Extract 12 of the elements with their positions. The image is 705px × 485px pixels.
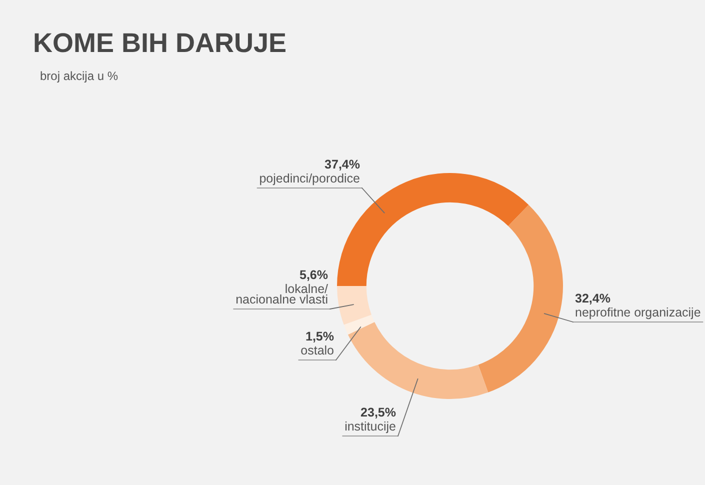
data-label: 5,6% xyxy=(300,268,328,282)
slice-label: neprofitne organizacije xyxy=(575,305,701,320)
data-label: 1,5% xyxy=(306,329,334,344)
data-label: 23,5% xyxy=(360,405,396,420)
slice-label: institucije xyxy=(344,419,396,434)
text: broj akcija u % xyxy=(40,68,118,84)
slice-label: pojedinci/porodice xyxy=(259,171,360,186)
data-label: 32,4% xyxy=(575,291,610,306)
data-label: 37,4% xyxy=(324,157,360,172)
chart-title: KOME BIH DARUJE xyxy=(33,28,287,58)
slice-label: ostalo xyxy=(300,343,334,358)
slice-label: lokalne/ nacionalne vlasti xyxy=(236,282,329,306)
